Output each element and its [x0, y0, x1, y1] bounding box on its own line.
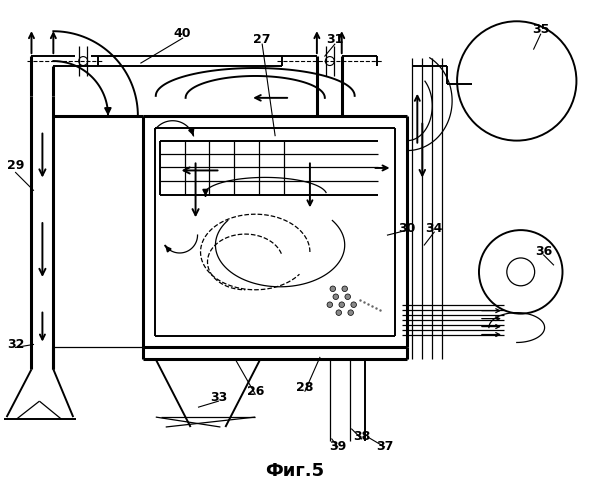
Circle shape — [351, 302, 356, 308]
Text: 34: 34 — [425, 222, 443, 234]
Text: 26: 26 — [247, 384, 264, 398]
Text: 38: 38 — [353, 430, 371, 444]
Circle shape — [333, 294, 339, 300]
Circle shape — [327, 302, 333, 308]
Circle shape — [345, 294, 350, 300]
Text: 40: 40 — [174, 26, 191, 40]
Text: 35: 35 — [532, 22, 549, 36]
Text: 37: 37 — [376, 440, 393, 454]
Text: 39: 39 — [329, 440, 346, 454]
Text: 31: 31 — [326, 32, 343, 46]
Circle shape — [348, 310, 353, 316]
Circle shape — [342, 286, 348, 292]
Text: 27: 27 — [254, 32, 271, 46]
Text: 28: 28 — [296, 380, 314, 394]
Circle shape — [330, 286, 336, 292]
Text: Фиг.5: Фиг.5 — [266, 462, 324, 480]
Text: 29: 29 — [7, 159, 24, 172]
Text: 33: 33 — [210, 390, 227, 404]
Circle shape — [339, 302, 345, 308]
Text: 30: 30 — [399, 222, 416, 234]
Text: 32: 32 — [7, 338, 24, 351]
Circle shape — [336, 310, 342, 316]
Text: 36: 36 — [535, 246, 552, 258]
